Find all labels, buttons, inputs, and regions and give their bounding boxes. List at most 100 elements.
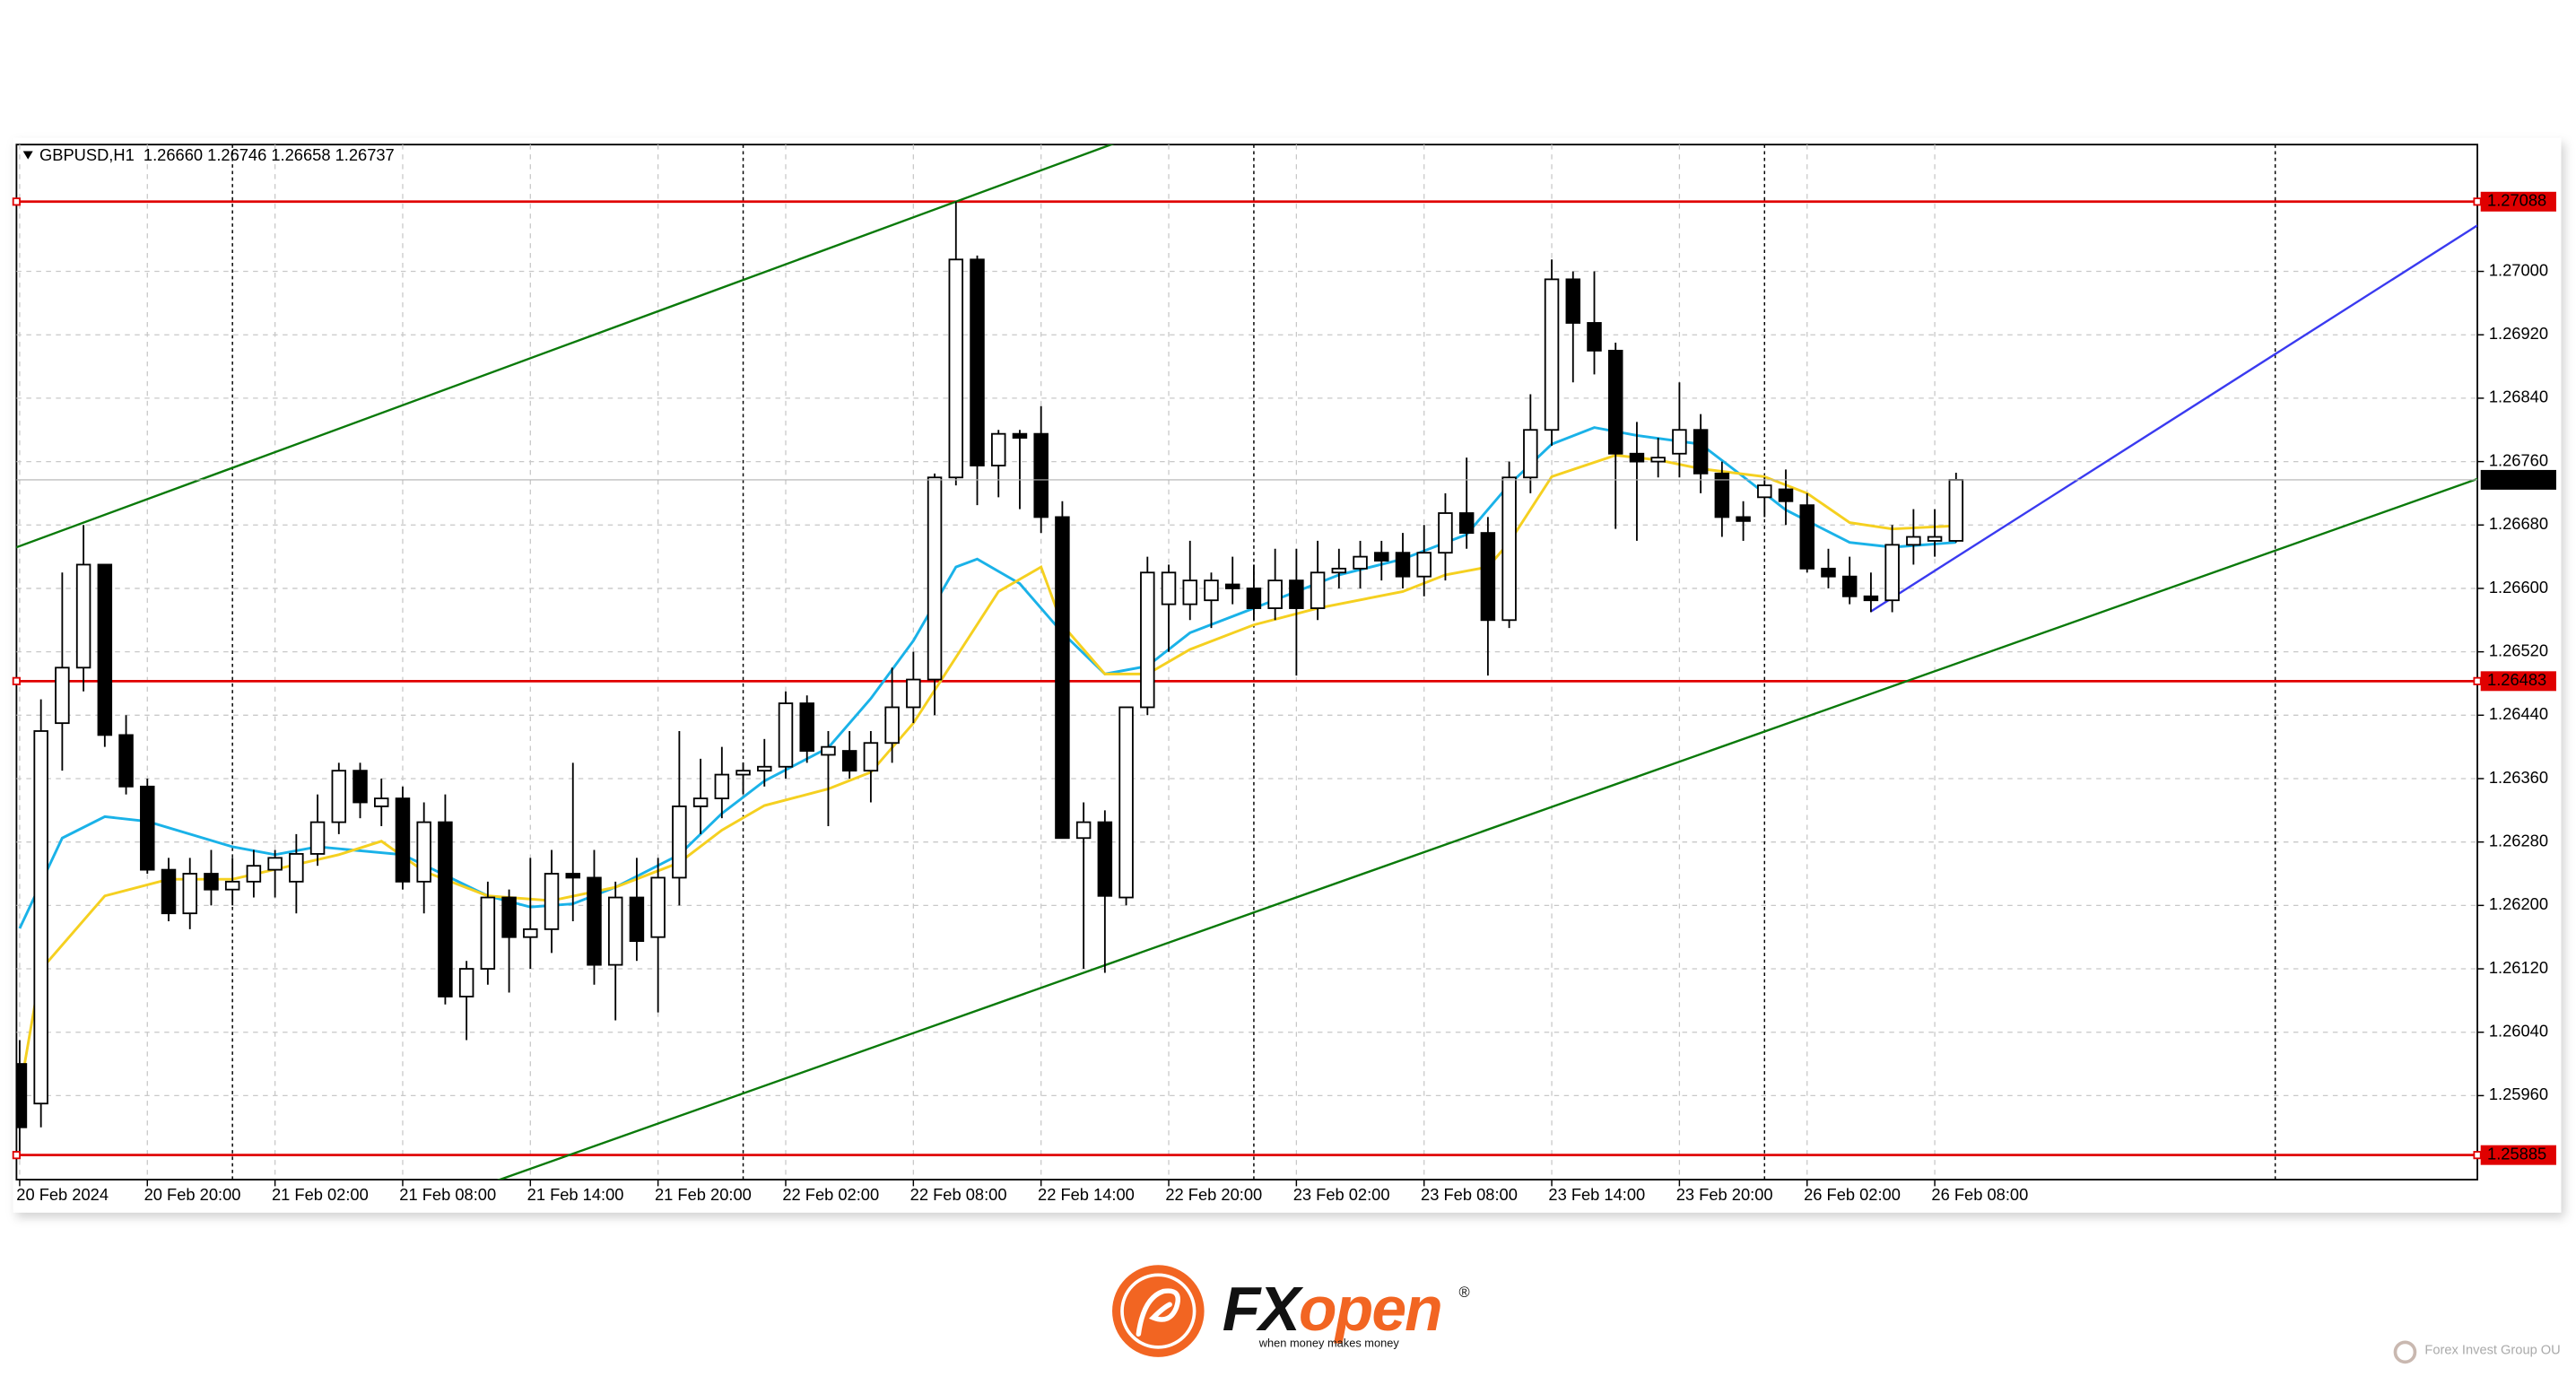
- candle-body: [884, 706, 900, 745]
- x-tick-label: 26 Feb 02:00: [1804, 1185, 1901, 1204]
- candle-body: [1544, 278, 1560, 431]
- candle-body: [1948, 478, 1964, 542]
- candle-body: [1118, 706, 1134, 899]
- candle-body: [352, 770, 368, 804]
- candle-body: [1374, 552, 1389, 562]
- x-tick-label: 22 Feb 02:00: [782, 1185, 879, 1204]
- candle-body: [480, 896, 496, 970]
- candle-body: [16, 1063, 28, 1128]
- candle-body: [565, 873, 580, 879]
- x-tick-label: 20 Feb 2024: [16, 1185, 109, 1204]
- candle-body: [1587, 322, 1602, 352]
- level-label-box: [2480, 191, 2556, 212]
- candle-body: [990, 432, 1006, 466]
- level-handle: [12, 1151, 21, 1160]
- candle-body: [523, 928, 538, 938]
- candle-body: [821, 745, 836, 756]
- x-tick-label: 20 Feb 20:00: [144, 1185, 241, 1204]
- candle-body: [1438, 512, 1453, 554]
- candle-body: [948, 258, 964, 479]
- candle-body: [1075, 821, 1092, 840]
- candle-body: [1672, 429, 1687, 455]
- trend-line: [1870, 224, 2478, 613]
- candle-body: [501, 896, 517, 938]
- candle-body: [757, 765, 772, 772]
- level-label: 1.26483: [2487, 670, 2546, 689]
- candle-body: [1395, 552, 1411, 578]
- x-tick-label: 21 Feb 14:00: [527, 1185, 624, 1204]
- level-label-box: [2480, 1145, 2556, 1165]
- candle-body: [140, 785, 155, 871]
- candle-body: [1736, 516, 1751, 522]
- candle-body: [309, 821, 326, 855]
- y-tick-label: 1.26440: [2489, 704, 2548, 723]
- candle-body: [1353, 555, 1368, 570]
- x-tick-label: 23 Feb 14:00: [1548, 1185, 1645, 1204]
- candle-body: [1033, 432, 1049, 518]
- candle-body: [267, 857, 283, 871]
- level-handle: [12, 197, 21, 206]
- candle-body: [373, 797, 389, 807]
- candle-body: [224, 880, 240, 891]
- candle-body: [118, 734, 134, 788]
- candle-body: [1565, 278, 1581, 324]
- candle-body: [1501, 476, 1517, 622]
- level-handle: [12, 676, 21, 685]
- candle-body: [1693, 429, 1709, 475]
- logo-tagline: when money makes money: [1258, 1337, 1400, 1350]
- x-tick-label: 21 Feb 08:00: [399, 1185, 496, 1204]
- candle-body: [1182, 579, 1197, 605]
- candle-body: [1246, 588, 1262, 609]
- candle-body: [1331, 567, 1347, 574]
- candle-body: [55, 666, 70, 725]
- candle-body: [75, 563, 91, 669]
- candle-body: [1161, 571, 1177, 605]
- candle-body: [1267, 579, 1283, 609]
- candle-body: [587, 876, 602, 966]
- y-tick-label: 1.26520: [2489, 640, 2548, 659]
- candle-body: [204, 873, 219, 891]
- candle-body: [1310, 571, 1326, 609]
- y-tick-label: 1.26280: [2489, 832, 2548, 850]
- y-tick-label: 1.26600: [2489, 578, 2548, 597]
- candle-body: [1416, 552, 1432, 578]
- candle-body: [544, 873, 560, 930]
- x-tick-label: 23 Feb 20:00: [1676, 1185, 1773, 1204]
- x-tick-label: 22 Feb 08:00: [910, 1185, 1007, 1204]
- candle-body: [1055, 516, 1070, 840]
- y-tick-label: 1.26200: [2489, 894, 2548, 913]
- candle-body: [970, 258, 985, 466]
- x-tick-label: 21 Feb 02:00: [272, 1185, 369, 1204]
- candle-body: [607, 896, 623, 966]
- y-tick-label: 1.26760: [2489, 450, 2548, 469]
- candle-body: [1523, 429, 1538, 479]
- candle-body: [331, 770, 347, 823]
- candle-body: [289, 853, 304, 883]
- candle-body: [1289, 579, 1304, 609]
- candle-body: [841, 750, 857, 772]
- candle-body: [1204, 579, 1219, 602]
- trend-line: [496, 477, 2478, 1180]
- plot-frame: [15, 144, 2478, 1180]
- candle-body: [182, 873, 197, 915]
- candle-body: [863, 742, 879, 772]
- candle-body: [1224, 583, 1240, 589]
- symbol-header: GBPUSD,H1 1.26660 1.26746 1.26658 1.2673…: [39, 145, 395, 164]
- candle-body: [1778, 488, 1794, 502]
- level-label: 1.27088: [2487, 191, 2546, 210]
- candle-body: [629, 896, 645, 943]
- credit-icon: [2393, 1340, 2417, 1364]
- logo-wordmark: FXopen: [1223, 1275, 1441, 1345]
- candle-body: [1927, 536, 1943, 542]
- price-label-box: [2480, 469, 2556, 490]
- candle-body: [438, 821, 453, 997]
- logo-emblem-ring: [1120, 1273, 1197, 1349]
- candle-body: [1799, 504, 1815, 570]
- candle-body: [1140, 571, 1155, 709]
- candle-body: [246, 865, 262, 883]
- y-tick-label: 1.26040: [2489, 1022, 2548, 1041]
- candle-body: [1884, 544, 1900, 602]
- symbol-menu-arrow[interactable]: [22, 151, 33, 160]
- candle-body: [1480, 532, 1496, 622]
